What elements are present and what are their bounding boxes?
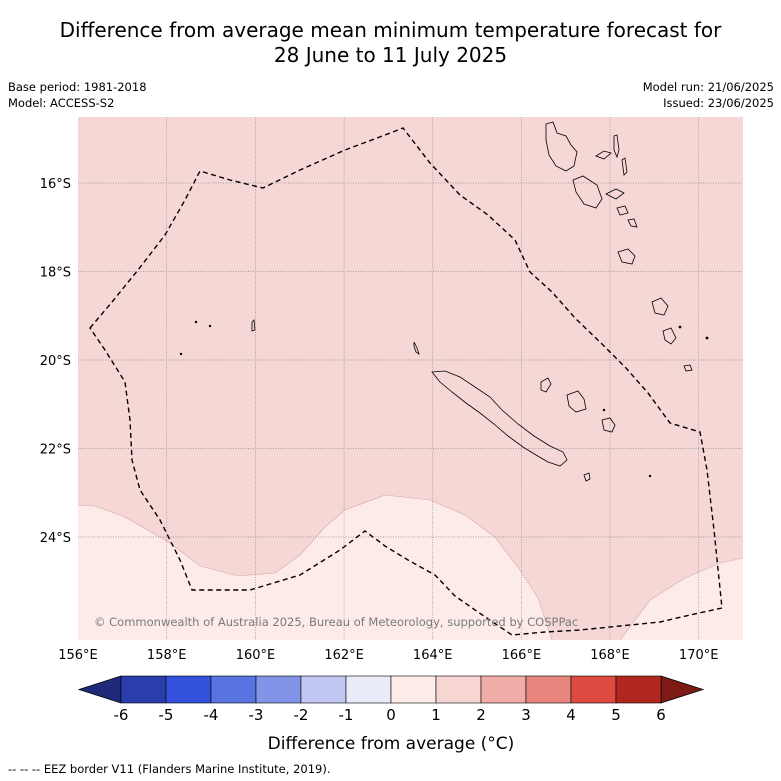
longitude-labels: 156°E 158°E 160°E 162°E 164°E 166°E 168°… — [58, 648, 718, 663]
ouvea-island — [540, 377, 552, 393]
model-run: Model run: 21/06/2025 — [642, 80, 774, 94]
colorbar-swatch — [345, 675, 392, 704]
lon-label: 162°E — [324, 648, 364, 663]
lat-label: 22°S — [40, 443, 71, 458]
lon-label: 158°E — [147, 648, 187, 663]
colorbar-swatch — [210, 675, 257, 704]
anomaly-fill-light-southeast — [620, 558, 743, 640]
title-line-1: Difference from average mean minimum tem… — [59, 18, 722, 42]
colorbar-tick-label: 5 — [611, 706, 621, 724]
vanuatu-ambae — [595, 150, 612, 160]
colorbar-swatch — [615, 675, 662, 704]
model-name: Model: ACCESS-S2 — [8, 96, 115, 110]
islet-dot-4 — [678, 325, 682, 329]
colorbar-swatch — [390, 675, 437, 704]
colorbar-tick-label: -5 — [159, 706, 174, 724]
vanuatu-pentecost — [621, 157, 628, 176]
vanuatu-tanna — [662, 327, 677, 345]
colorbar-swatch — [525, 675, 572, 704]
lon-label: 156°E — [58, 648, 98, 663]
colorbar-tick-label: 2 — [476, 706, 486, 724]
ile-des-pins — [583, 472, 591, 482]
lon-label: 166°E — [502, 648, 542, 663]
colorbar-tick-label: 0 — [386, 706, 396, 724]
meta-left: Base period: 1981-2018 Model: ACCESS-S2 — [8, 79, 147, 111]
lon-label: 170°E — [679, 648, 719, 663]
colorbar: -6 -5 -4 -3 -2 -1 0 1 2 3 4 5 6 — [77, 675, 705, 724]
meta-right: Model run: 21/06/2025 Issued: 23/06/2025 — [643, 79, 774, 111]
islet-dot-7 — [602, 408, 606, 412]
colorbar-swatch — [120, 675, 167, 704]
contour-line — [77, 494, 744, 641]
map-panel: © Commonwealth of Australia 2025, Bureau… — [77, 117, 744, 641]
anomaly-fill-light-southwest — [78, 495, 552, 640]
colorbar-swatch — [300, 675, 347, 704]
colorbar-swatch — [255, 675, 302, 704]
mare-island — [601, 417, 616, 433]
colorbar-tick-label: -4 — [204, 706, 219, 724]
belep-island — [413, 341, 420, 355]
chesterfield-islet — [251, 319, 256, 332]
lat-label: 20°S — [40, 354, 71, 369]
coastlines — [179, 121, 709, 482]
colorbar-swatch — [480, 675, 527, 704]
vanuatu-shepherds — [627, 218, 638, 228]
colorbar-tick-label: -6 — [114, 706, 129, 724]
colorbar-tick-label: -2 — [294, 706, 309, 724]
lon-label: 164°E — [413, 648, 453, 663]
colorbar-swatch — [165, 675, 212, 704]
islet-dot-2 — [179, 352, 183, 356]
colorbar-tick-label: -1 — [339, 706, 354, 724]
vanuatu-aneityum — [683, 364, 693, 372]
colorbar-tick-label: 6 — [656, 706, 666, 724]
colorbar-label: Difference from average (°C) — [268, 734, 515, 754]
colorbar-swatch — [435, 675, 482, 704]
base-period: Base period: 1981-2018 — [8, 80, 147, 94]
colorbar-tick-label: -3 — [249, 706, 264, 724]
colorbar-extend-high — [660, 675, 705, 704]
lat-label: 16°S — [40, 177, 71, 192]
lon-label: 160°E — [236, 648, 276, 663]
islet-dot-6 — [648, 474, 652, 478]
vanuatu-espiritu-santo — [545, 121, 578, 172]
vanuatu-maewo — [613, 134, 620, 159]
colorbar-swatch — [570, 675, 617, 704]
vanuatu-efate — [617, 248, 636, 265]
colorbar-extend-low — [77, 675, 122, 704]
islet-dot-1 — [194, 320, 198, 324]
vanuatu-erromango — [651, 297, 669, 316]
eez-border — [89, 127, 723, 636]
colorbar-tick-label: 3 — [521, 706, 531, 724]
latitude-labels: 16°S 18°S 20°S 22°S 24°S — [40, 177, 71, 546]
vanuatu-epi — [616, 205, 629, 216]
colorbar-tick-label: 1 — [431, 706, 441, 724]
vanuatu-malekula — [572, 175, 603, 209]
grande-terre-island — [431, 370, 568, 467]
issued-date: Issued: 23/06/2025 — [663, 96, 774, 110]
islet-dot-3 — [208, 324, 212, 328]
copyright-notice: © Commonwealth of Australia 2025, Bureau… — [94, 615, 578, 629]
colorbar-tick-label: 4 — [566, 706, 576, 724]
vanuatu-ambrym — [605, 188, 625, 200]
gridlines — [78, 117, 743, 640]
lon-label: 168°E — [590, 648, 630, 663]
eez-legend-note: -- -- -- EEZ border V11 (Flanders Marine… — [8, 762, 331, 776]
lifou-island — [566, 390, 587, 413]
lat-label: 24°S — [40, 531, 71, 546]
title-line-2: 28 June to 11 July 2025 — [273, 43, 508, 67]
lat-label: 18°S — [40, 266, 71, 281]
chart-title: Difference from average mean minimum tem… — [0, 18, 781, 68]
islet-dot-5 — [705, 336, 709, 340]
